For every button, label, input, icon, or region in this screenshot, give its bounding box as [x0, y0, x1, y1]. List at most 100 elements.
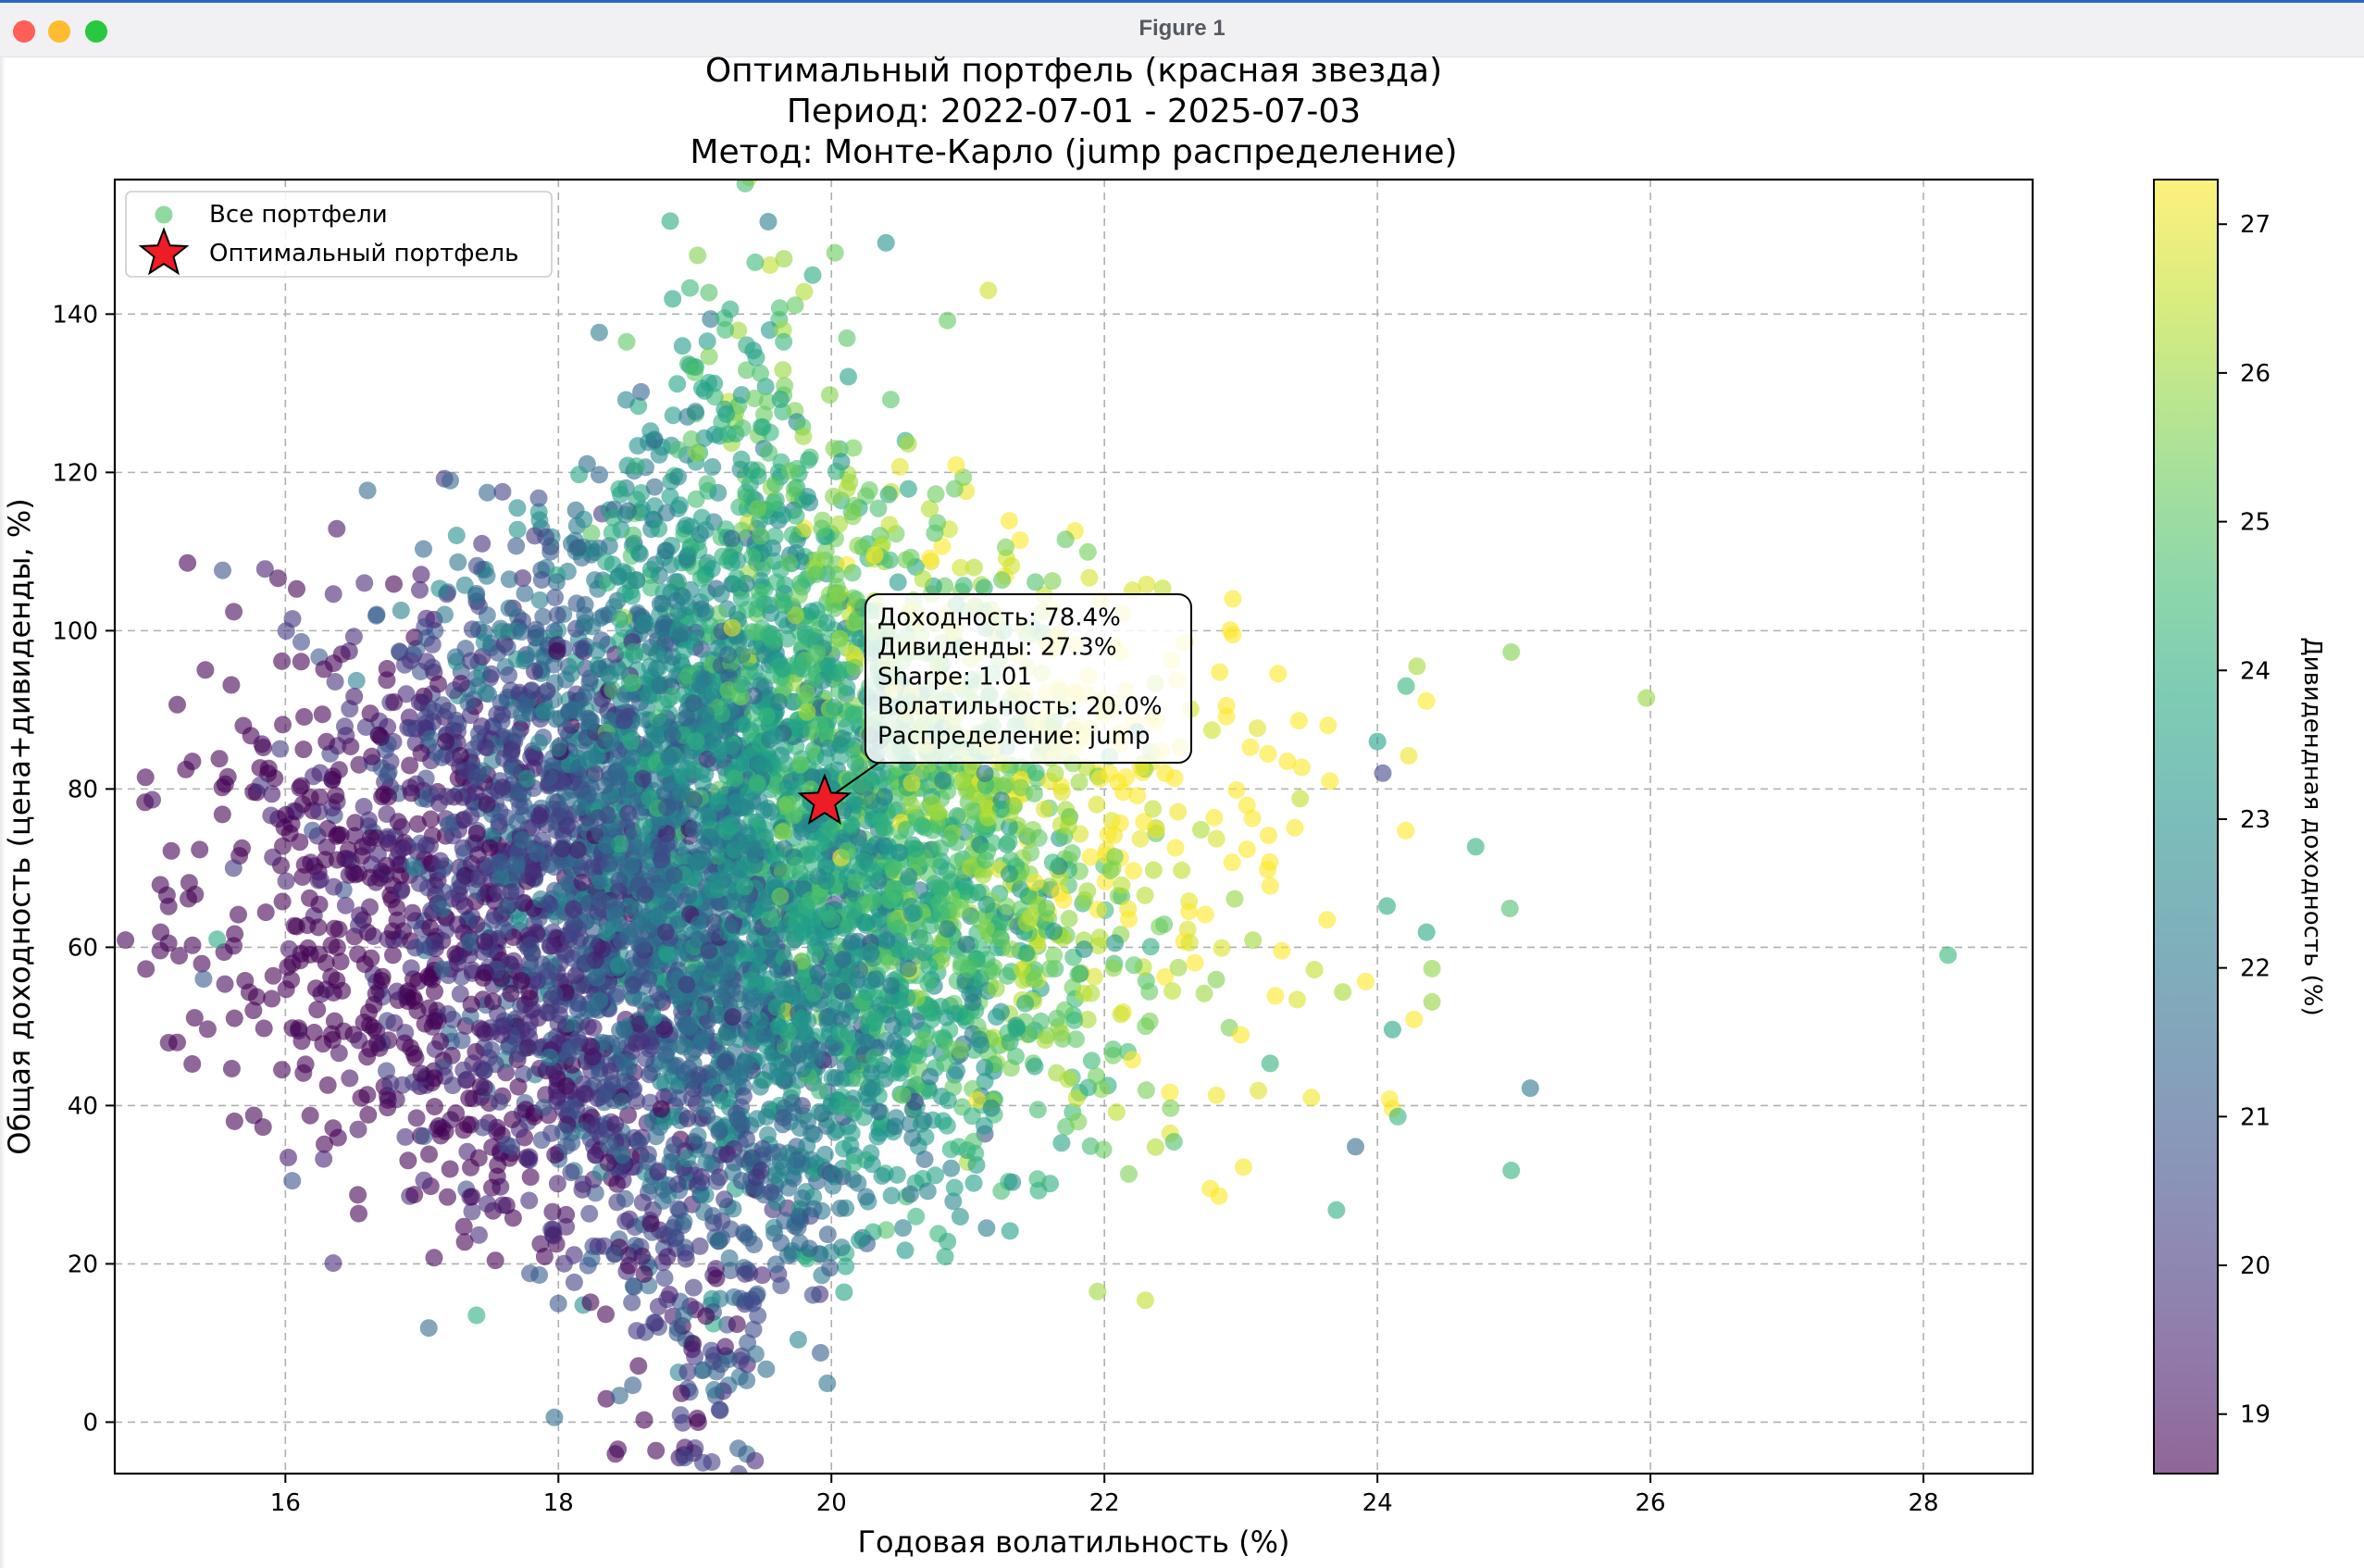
- portfolio-point: [520, 1191, 539, 1210]
- portfolio-point: [837, 1257, 855, 1276]
- portfolio-point: [964, 993, 982, 1012]
- portfolio-point: [600, 537, 618, 555]
- portfolio-point: [388, 898, 405, 916]
- portfolio-point: [359, 1105, 378, 1124]
- portfolio-point: [455, 1233, 474, 1251]
- portfolio-point: [664, 290, 682, 308]
- portfolio-point: [760, 321, 778, 340]
- portfolio-point: [1318, 911, 1337, 929]
- portfolio-point: [622, 857, 641, 876]
- portfolio-point: [1080, 568, 1099, 587]
- portfolio-point: [821, 1259, 840, 1277]
- portfolio-point: [975, 1116, 993, 1135]
- portfolio-point: [1000, 833, 1018, 852]
- portfolio-point: [435, 883, 454, 902]
- portfolio-point: [463, 1202, 481, 1221]
- maximize-window-button[interactable]: [85, 20, 107, 43]
- portfolio-point: [1205, 808, 1224, 827]
- portfolio-point: [755, 594, 774, 613]
- portfolio-point: [888, 1165, 906, 1184]
- portfolio-point: [469, 1149, 488, 1167]
- portfolio-point: [671, 496, 689, 515]
- portfolio-point: [81, 728, 99, 745]
- portfolio-point: [843, 564, 862, 582]
- portfolio-point: [547, 573, 566, 591]
- portfolio-point: [1155, 915, 1174, 934]
- portfolio-point: [436, 605, 454, 624]
- portfolio-point: [280, 1149, 297, 1166]
- portfolio-point: [696, 603, 715, 621]
- portfolio-point: [728, 1315, 746, 1334]
- portfolio-point: [358, 481, 377, 500]
- portfolio-point: [447, 1104, 466, 1123]
- portfolio-point: [1106, 934, 1125, 952]
- portfolio-point: [647, 1127, 666, 1146]
- portfolio-point: [143, 790, 161, 809]
- portfolio-point: [1125, 956, 1143, 975]
- portfolio-point: [1405, 1010, 1424, 1028]
- portfolio-point: [921, 1067, 939, 1086]
- portfolio-point: [1227, 781, 1246, 799]
- portfolio-point: [317, 732, 336, 751]
- portfolio-point: [901, 1185, 919, 1203]
- portfolio-point: [582, 1038, 601, 1056]
- chart-title-line-2: Период: 2022-07-01 - 2025-07-03: [787, 93, 1361, 131]
- portfolio-point: [292, 633, 310, 651]
- portfolio-point: [1224, 590, 1242, 608]
- portfolio-point: [779, 1178, 798, 1197]
- portfolio-point: [582, 524, 601, 542]
- portfolio-point: [664, 406, 682, 425]
- portfolio-point: [657, 504, 676, 522]
- portfolio-point: [703, 1207, 722, 1226]
- portfolio-point: [339, 850, 357, 868]
- portfolio-point: [1088, 795, 1106, 814]
- portfolio-point: [573, 1180, 591, 1199]
- portfolio-point: [891, 1064, 910, 1082]
- portfolio-point: [675, 1306, 692, 1325]
- portfolio-point: [331, 952, 350, 971]
- portfolio-point: [1234, 1158, 1252, 1176]
- portfolio-point: [775, 250, 793, 268]
- portfolio-point: [918, 1182, 937, 1201]
- portfolio-point: [628, 1322, 646, 1340]
- portfolio-point: [944, 1192, 963, 1211]
- portfolio-point: [576, 595, 594, 614]
- portfolio-point: [350, 755, 368, 774]
- portfolio-point: [844, 439, 863, 457]
- portfolio-point: [350, 1031, 368, 1050]
- portfolio-point: [1078, 1011, 1097, 1028]
- portfolio-point: [572, 640, 591, 658]
- portfolio-point: [703, 458, 722, 476]
- minimize-window-button[interactable]: [48, 20, 70, 43]
- portfolio-point: [926, 1166, 944, 1185]
- portfolio-point: [216, 975, 234, 993]
- portfolio-point: [890, 457, 909, 476]
- portfolio-point: [766, 475, 784, 492]
- portfolio-point: [565, 1273, 583, 1291]
- portfolio-point: [1017, 944, 1036, 963]
- portfolio-point: [441, 1160, 459, 1178]
- portfolio-point: [540, 855, 558, 874]
- portfolio-point: [899, 479, 917, 498]
- portfolio-point: [700, 347, 718, 366]
- portfolio-point: [1191, 820, 1210, 839]
- portfolio-point: [688, 443, 706, 462]
- portfolio-point: [753, 418, 772, 436]
- portfolio-point: [420, 999, 439, 1017]
- portfolio-point: [770, 299, 789, 317]
- portfolio-point: [1059, 1070, 1077, 1089]
- close-window-button[interactable]: [13, 20, 35, 43]
- portfolio-point: [787, 506, 805, 525]
- portfolio-point: [915, 930, 934, 949]
- portfolio-point: [439, 702, 457, 720]
- portfolio-point: [900, 867, 918, 886]
- portfolio-point: [652, 880, 670, 899]
- portfolio-point: [736, 946, 754, 964]
- portfolio-point: [894, 1219, 913, 1238]
- portfolio-point: [1105, 826, 1124, 844]
- portfolio-point: [1052, 1134, 1071, 1152]
- portfolio-point: [1038, 899, 1055, 917]
- portfolio-point: [268, 569, 287, 588]
- portfolio-point: [1221, 621, 1239, 640]
- portfolio-point: [1241, 738, 1260, 756]
